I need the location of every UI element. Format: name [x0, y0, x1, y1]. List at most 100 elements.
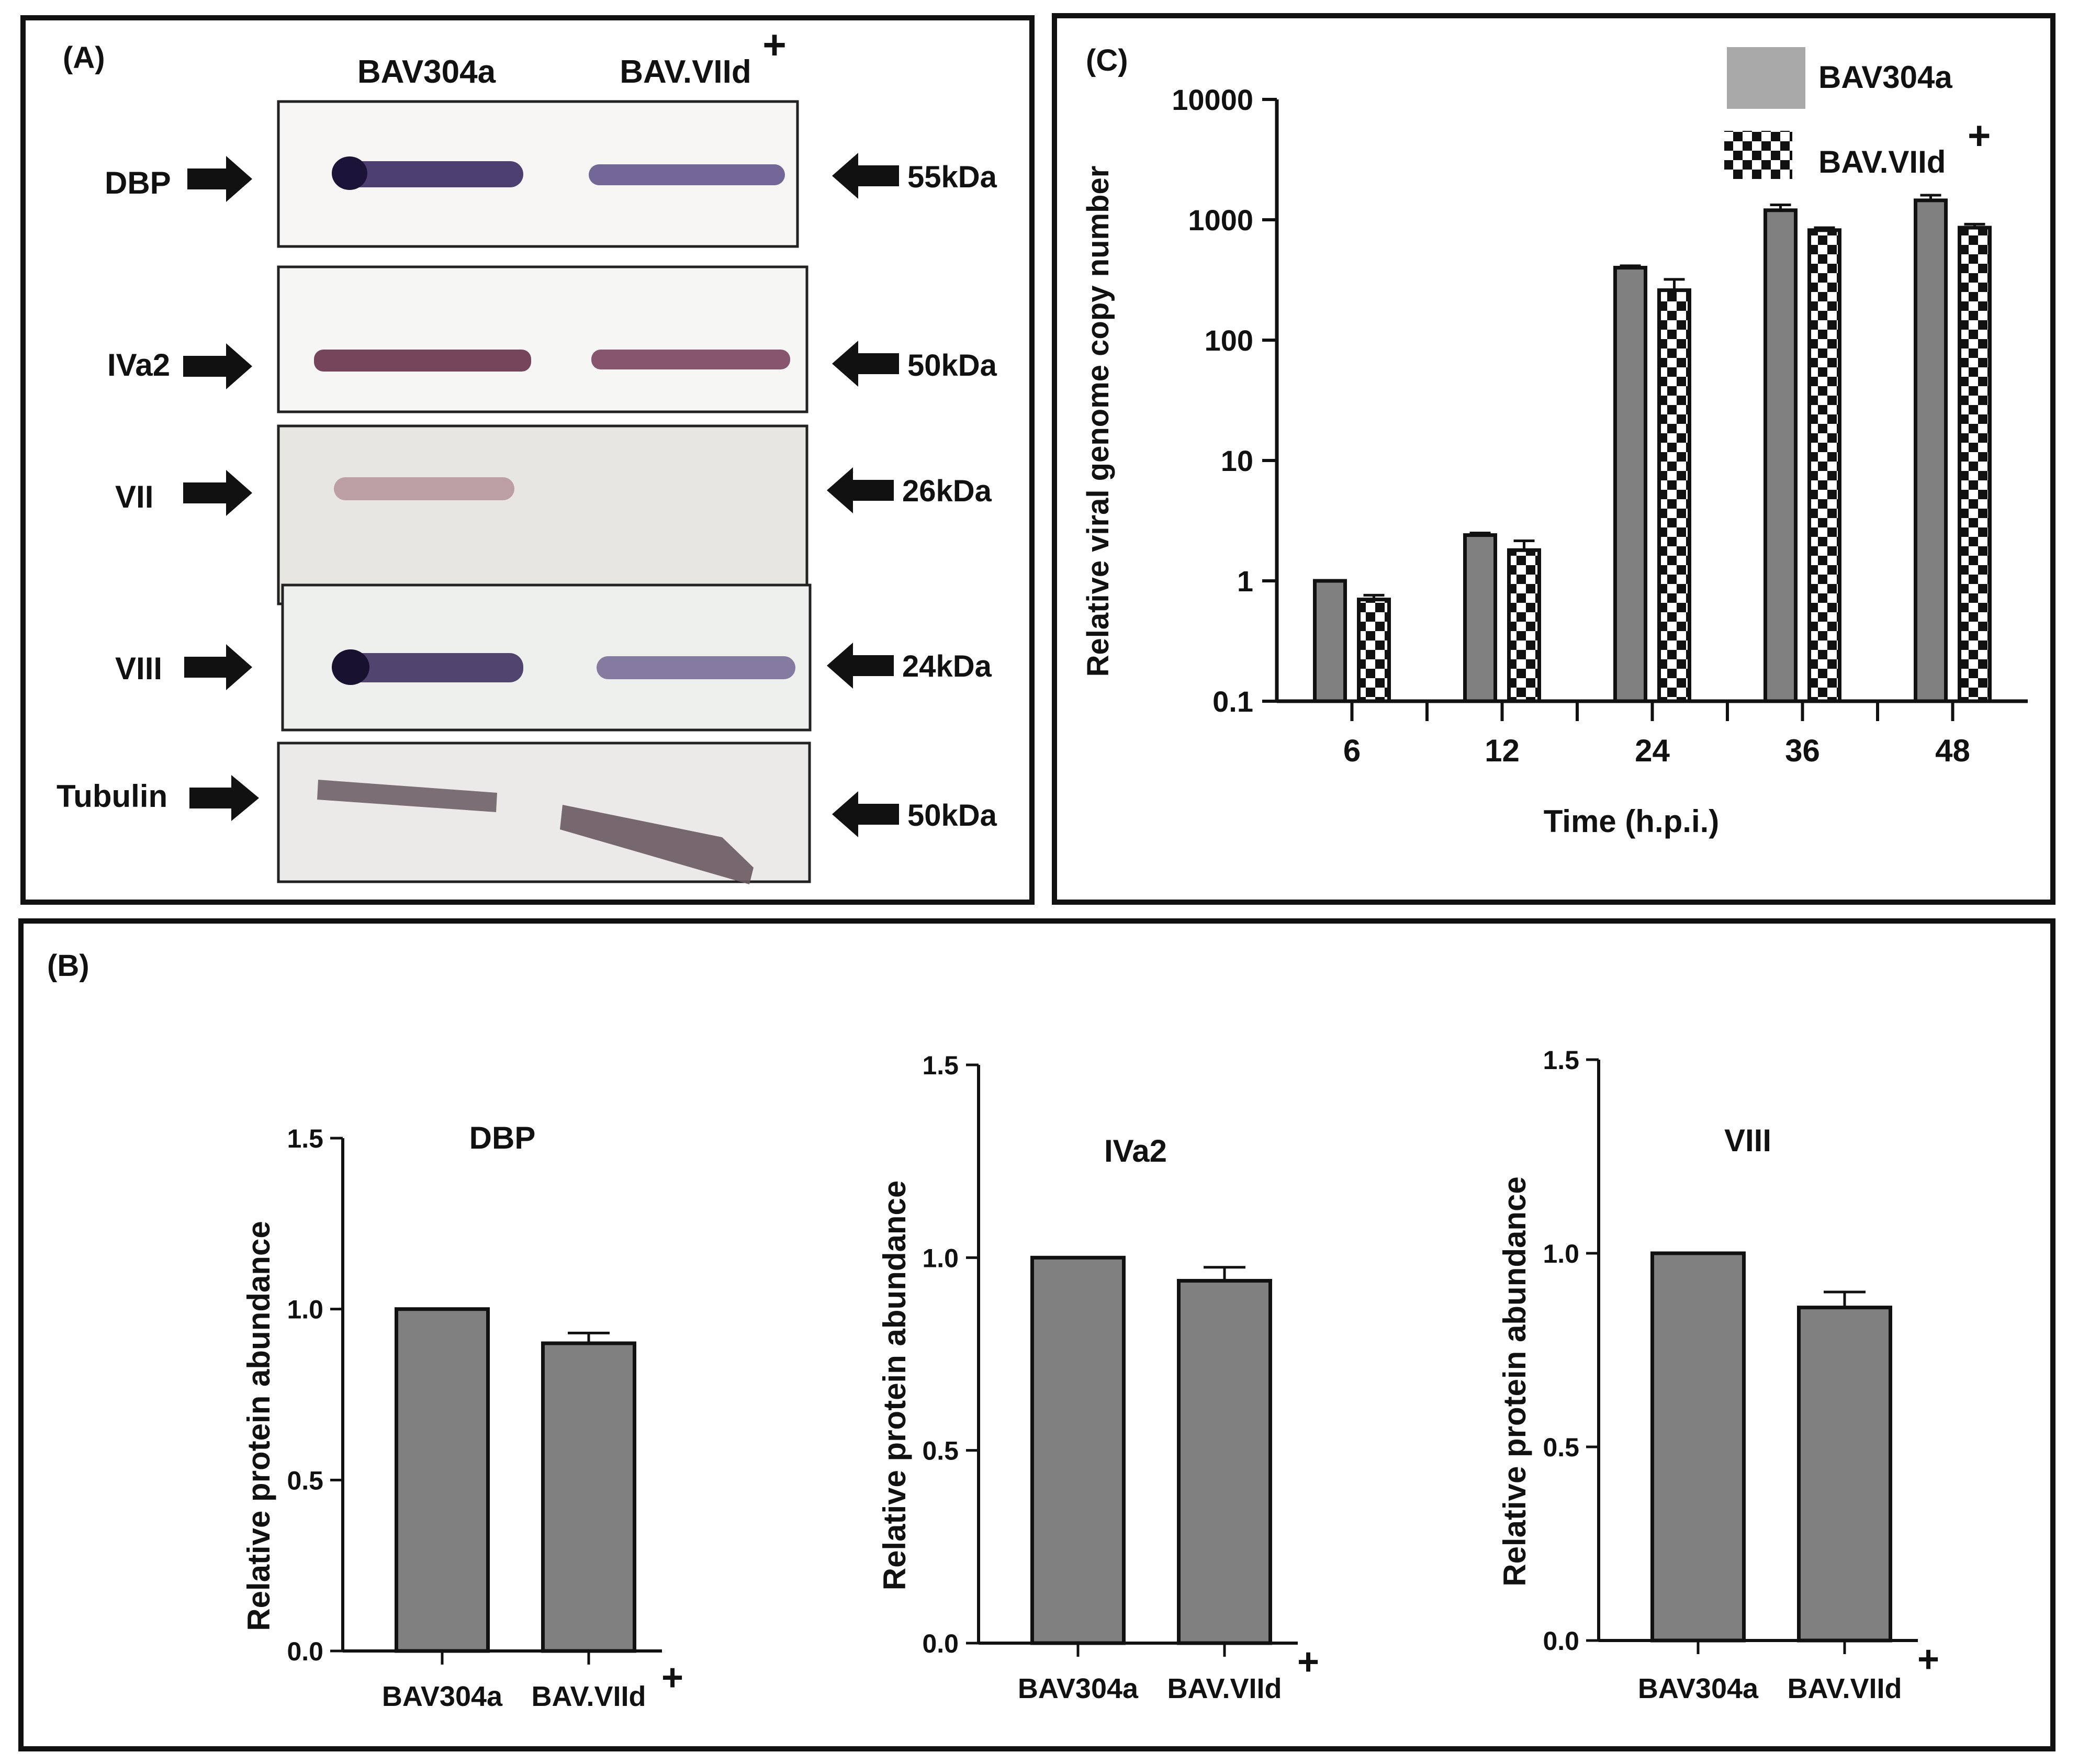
- blot-protein-label: VIII: [115, 651, 162, 686]
- y-axis-title: Relative viral genome copy number: [1081, 166, 1115, 677]
- y-tick-label: 100: [1205, 324, 1253, 357]
- chart-title: IVa2: [1104, 1133, 1167, 1168]
- panel-a: (A) BAV304a BAV.VIId + DBP 55kDa IVa2 50…: [20, 15, 1035, 905]
- panel-c: (C) 0.1 1 10 100 1000 10000 Relative viral gen…: [1052, 13, 2055, 905]
- arrow-right-icon: [183, 343, 252, 389]
- y-tick-label: 10: [1221, 444, 1253, 477]
- arrow-right-icon: [184, 644, 252, 690]
- legend: BAV304a BAV.VIId +: [1724, 47, 1991, 179]
- bar-bav-viid: [541, 1341, 636, 1653]
- bar-bav304a: [395, 1307, 490, 1653]
- chart-viii-abundance: 0.0 0.5 1.0 1.5 Relative protein abundance VI…: [1497, 1046, 1939, 1704]
- bar-bav304a: [1914, 198, 1948, 703]
- y-tick-label: 1.5: [922, 1051, 959, 1080]
- bar-bav-viid: [1797, 1306, 1892, 1643]
- x-tick-label: 12: [1485, 733, 1520, 768]
- bar-bav304a: [1463, 533, 1497, 703]
- band-lane1: [335, 161, 523, 187]
- bar-bav-viid: [1958, 226, 1992, 703]
- chart-title: VIII: [1724, 1123, 1771, 1158]
- x-tick-label: 48: [1935, 733, 1970, 768]
- bar-bav-viid: [1357, 598, 1391, 703]
- bar-bav304a: [1613, 266, 1647, 703]
- y-tick-label: 1.0: [287, 1295, 323, 1324]
- x-tick-label: BAV.VIId: [531, 1681, 646, 1712]
- blot-protein-label: VII: [115, 479, 153, 514]
- x-tick-label: BAV.VIId: [1787, 1673, 1902, 1704]
- y-tick-label: 0.0: [1543, 1626, 1579, 1656]
- bar-bav304a: [1650, 1251, 1746, 1643]
- legend-label: BAV.VIId: [1818, 144, 1946, 179]
- band-lane1-core: [332, 649, 369, 685]
- bar-bav304a: [1764, 208, 1798, 703]
- x-tick-label: 36: [1785, 733, 1820, 768]
- blot-vii: VII 26kDa: [115, 424, 992, 605]
- chart-iva2-abundance: 0.0 0.5 1.0 1.5 Relative protein abundance IV…: [877, 1051, 1319, 1704]
- legend-swatch: [1727, 47, 1805, 109]
- arrow-right-icon: [189, 775, 259, 821]
- panel-b-frame: [18, 918, 2055, 1751]
- band-lane1-core: [332, 156, 367, 190]
- panel-b: (B) 0.0 0.5 1.0 1.5 Relative protein abundan…: [18, 918, 2055, 1751]
- arrow-right-icon: [183, 470, 252, 516]
- x-tick-label: BAV304a: [382, 1681, 503, 1712]
- panel-c-label: (C): [1086, 43, 1128, 77]
- blot-size-label: 55kDa: [907, 160, 997, 194]
- blot-size-label: 24kDa: [902, 649, 992, 683]
- band-lane1: [317, 780, 497, 812]
- blot-membrane: [277, 265, 808, 413]
- band-lane2: [589, 164, 785, 185]
- blot-iva2: IVa2 50kDa: [107, 265, 997, 413]
- bar-bav304a: [1030, 1255, 1126, 1645]
- y-tick-label: 1.5: [1543, 1046, 1579, 1075]
- bar-bav304a: [1313, 579, 1347, 703]
- x-tick-label: BAV304a: [1018, 1673, 1139, 1704]
- lane-label-bav304a: BAV304a: [357, 54, 496, 90]
- bar-bav-viid: [1507, 548, 1541, 703]
- blot-size-label: 50kDa: [907, 799, 997, 833]
- arrow-right-icon: [187, 156, 252, 202]
- y-tick-label: 0.5: [1543, 1433, 1579, 1462]
- panel-a-frame: [20, 15, 1035, 905]
- y-tick-label: 0.5: [287, 1466, 323, 1495]
- x-tick-label: 6: [1343, 733, 1361, 768]
- band-lane1: [314, 350, 531, 372]
- y-tick-label: 0.0: [287, 1637, 323, 1666]
- y-tick-label: 0.5: [922, 1436, 959, 1466]
- y-tick-label: 1.5: [287, 1124, 323, 1153]
- arrow-left-icon: [832, 153, 899, 199]
- x-tick-label-superscript: +: [1917, 1638, 1939, 1680]
- x-tick-label: BAV304a: [1638, 1673, 1759, 1704]
- bar-bav-viid: [1177, 1279, 1272, 1645]
- bar-bav-viid: [1807, 228, 1841, 703]
- legend-swatch: [1724, 131, 1792, 179]
- band-lane2: [591, 350, 790, 369]
- legend-label-superscript: +: [1968, 114, 1991, 158]
- blot-viii: VIII 24kDa: [115, 583, 992, 732]
- x-tick-label-superscript: +: [1297, 1641, 1319, 1683]
- band-lane1: [334, 477, 514, 500]
- y-tick-label: 0.0: [922, 1629, 959, 1658]
- blot-tubulin: Tubulin 50kDa: [57, 741, 997, 884]
- blot-membrane: [277, 424, 808, 605]
- blot-size-label: 50kDa: [907, 349, 997, 383]
- band-lane2: [560, 805, 754, 884]
- band-lane2: [597, 656, 795, 679]
- blot-dbp: DBP 55kDa: [105, 100, 997, 248]
- panel-c-frame: [1052, 13, 2055, 905]
- panel-b-label: (B): [47, 949, 89, 983]
- lane-label-bav-viid: BAV.VIId: [620, 54, 751, 90]
- x-tick-label-superscript: +: [661, 1657, 683, 1699]
- y-axis-title: Relative protein abundance: [241, 1221, 276, 1631]
- blot-size-label: 26kDa: [902, 474, 992, 508]
- chart-viral-genome-copy-number: 0.1 1 10 100 1000 10000 Relative viral genome …: [1081, 47, 2028, 839]
- x-tick-label: 24: [1635, 733, 1670, 768]
- y-tick-label: 10000: [1172, 83, 1253, 116]
- bar-bav-viid: [1657, 288, 1691, 703]
- y-tick-label: 0.1: [1212, 685, 1253, 718]
- legend-label: BAV304a: [1818, 60, 1952, 95]
- y-tick-label: 1.0: [922, 1243, 959, 1273]
- arrow-left-icon: [832, 791, 899, 837]
- y-tick-label: 1000: [1188, 204, 1253, 237]
